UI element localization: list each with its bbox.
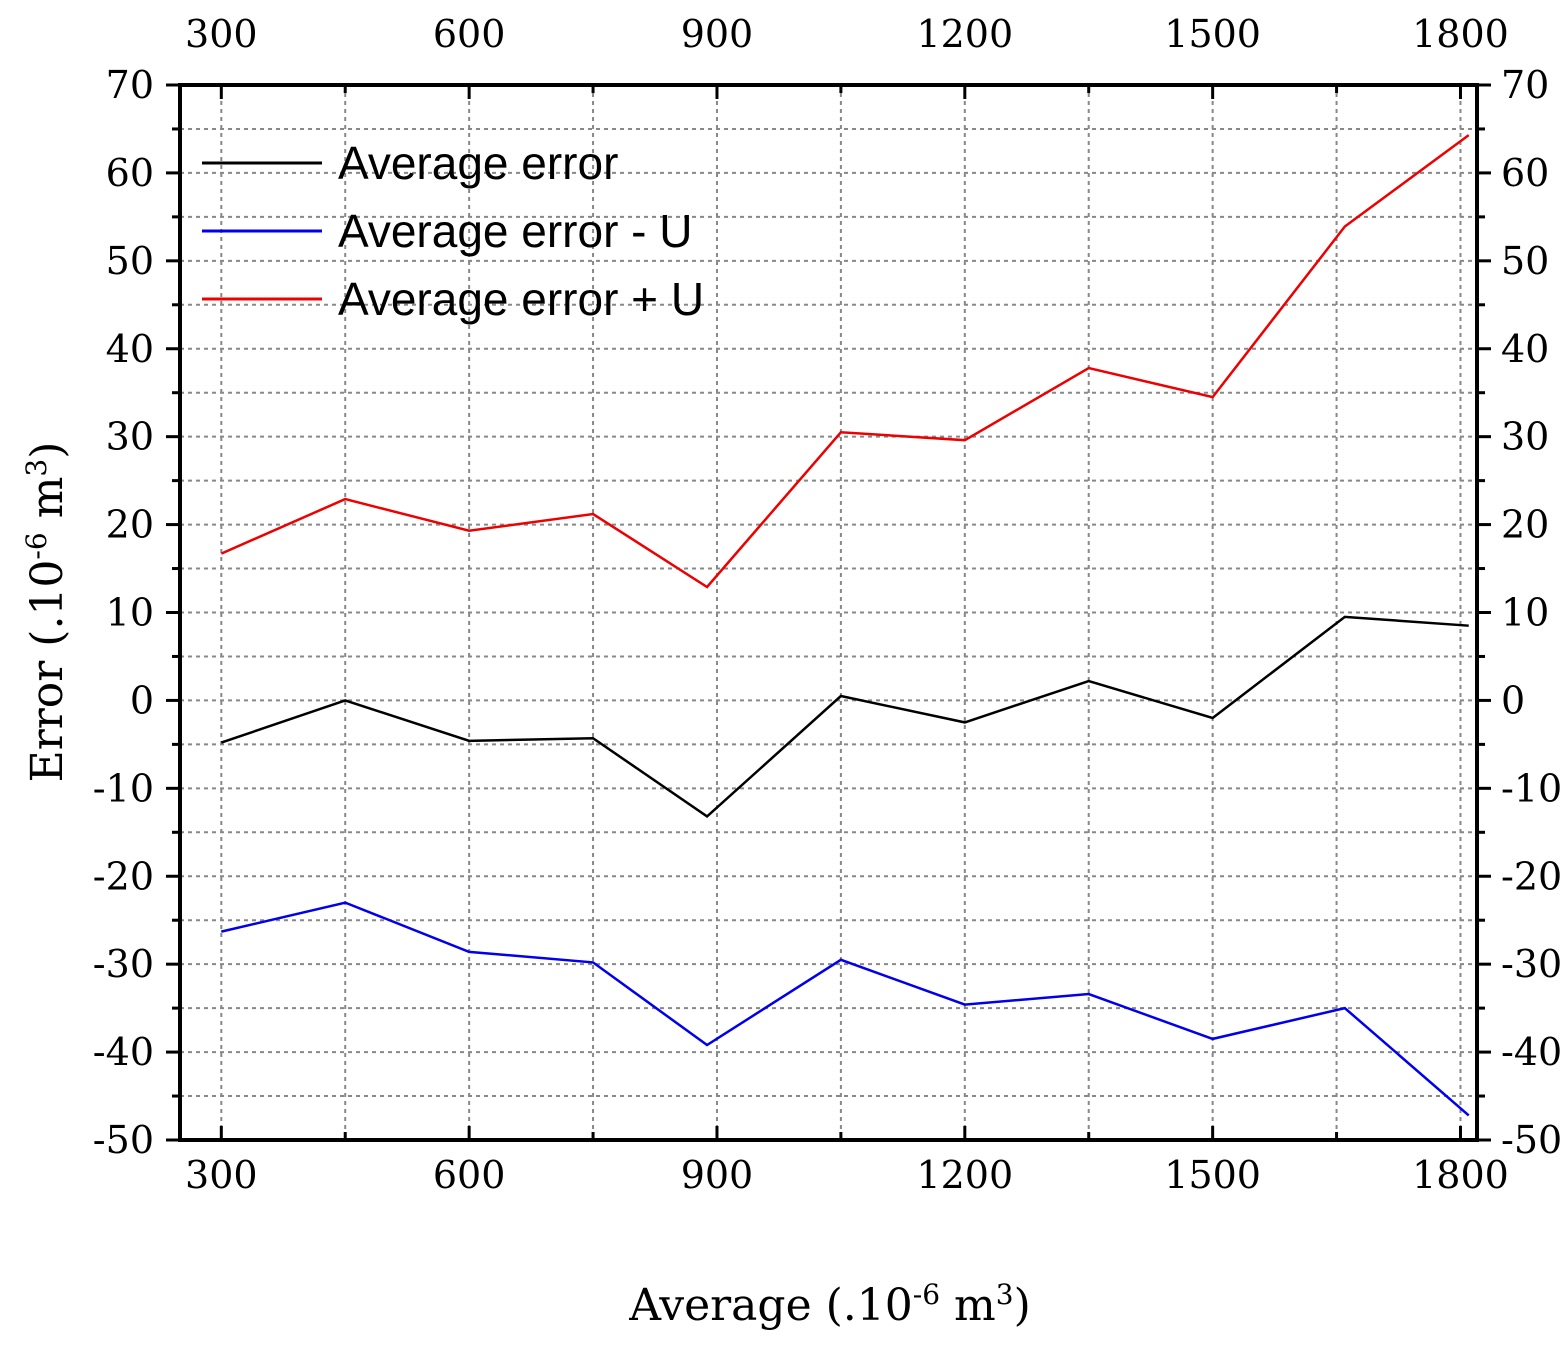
x-tick-label-top: 1800	[1412, 12, 1509, 56]
y-tick-label-left: 70	[106, 63, 154, 107]
y-tick-label-left: -20	[93, 854, 154, 898]
x-tick-label-top: 1200	[916, 12, 1013, 56]
y-tick-label-right: 0	[1501, 678, 1525, 722]
series-lines	[220, 134, 1470, 1117]
x-tick-label-top: 300	[185, 12, 258, 56]
y-tick-label-left: 30	[106, 415, 154, 459]
y-tick-label-right: -20	[1501, 854, 1562, 898]
series-line-3	[220, 134, 1470, 589]
y-tick-label-left: 50	[106, 239, 154, 283]
y-tick-label-left: 0	[130, 678, 154, 722]
y-tick-label-left: 10	[106, 591, 154, 635]
y-tick-label-left: -30	[93, 942, 154, 986]
x-tick-label-top: 900	[681, 12, 754, 56]
y-tick-label-right: 40	[1501, 327, 1549, 371]
x-tick-label-top: 600	[433, 12, 506, 56]
y-tick-label-left: -50	[93, 1118, 154, 1162]
legend: Average error Average error - U Average er…	[202, 137, 704, 325]
legend-label: Average error	[338, 137, 618, 189]
x-tick-label-bottom: 1200	[916, 1153, 1013, 1197]
x-tick-label-bottom: 300	[185, 1153, 258, 1197]
y-tick-label-right: -40	[1501, 1030, 1562, 1074]
legend-label: Average error + U	[338, 273, 704, 325]
tick-labels: 3003006006009009001200120015001500180018…	[93, 12, 1562, 1197]
y-tick-label-right: 60	[1501, 151, 1549, 195]
y-tick-label-right: 10	[1501, 591, 1549, 635]
x-axis-title: Average (.10-6 m3)	[628, 1278, 1031, 1332]
y-tick-label-right: -30	[1501, 942, 1562, 986]
y-tick-label-left: 20	[106, 503, 154, 547]
y-tick-label-left: 60	[106, 151, 154, 195]
series-line-2	[221, 901, 1470, 1117]
y-tick-label-right: -10	[1501, 766, 1562, 810]
legend-label: Average error - U	[338, 205, 693, 257]
y-tick-label-left: 40	[106, 327, 154, 371]
y-tick-label-right: 70	[1501, 63, 1549, 107]
y-axis-title: Error (.10-6 m3)	[20, 442, 74, 783]
x-tick-label-bottom: 1500	[1164, 1153, 1261, 1197]
x-tick-label-bottom: 600	[433, 1153, 506, 1197]
y-tick-label-right: -50	[1501, 1118, 1562, 1162]
x-tick-label-top: 1500	[1164, 12, 1261, 56]
x-tick-label-bottom: 1800	[1412, 1153, 1509, 1197]
y-tick-label-right: 20	[1501, 503, 1549, 547]
y-tick-label-right: 50	[1501, 239, 1549, 283]
ticks	[166, 83, 1491, 1142]
x-tick-label-bottom: 900	[681, 1153, 754, 1197]
y-tick-label-left: -40	[93, 1030, 154, 1074]
y-tick-label-right: 30	[1501, 415, 1549, 459]
grid	[180, 85, 1477, 1140]
series-line-1	[220, 615, 1469, 819]
y-tick-label-left: -10	[93, 766, 154, 810]
